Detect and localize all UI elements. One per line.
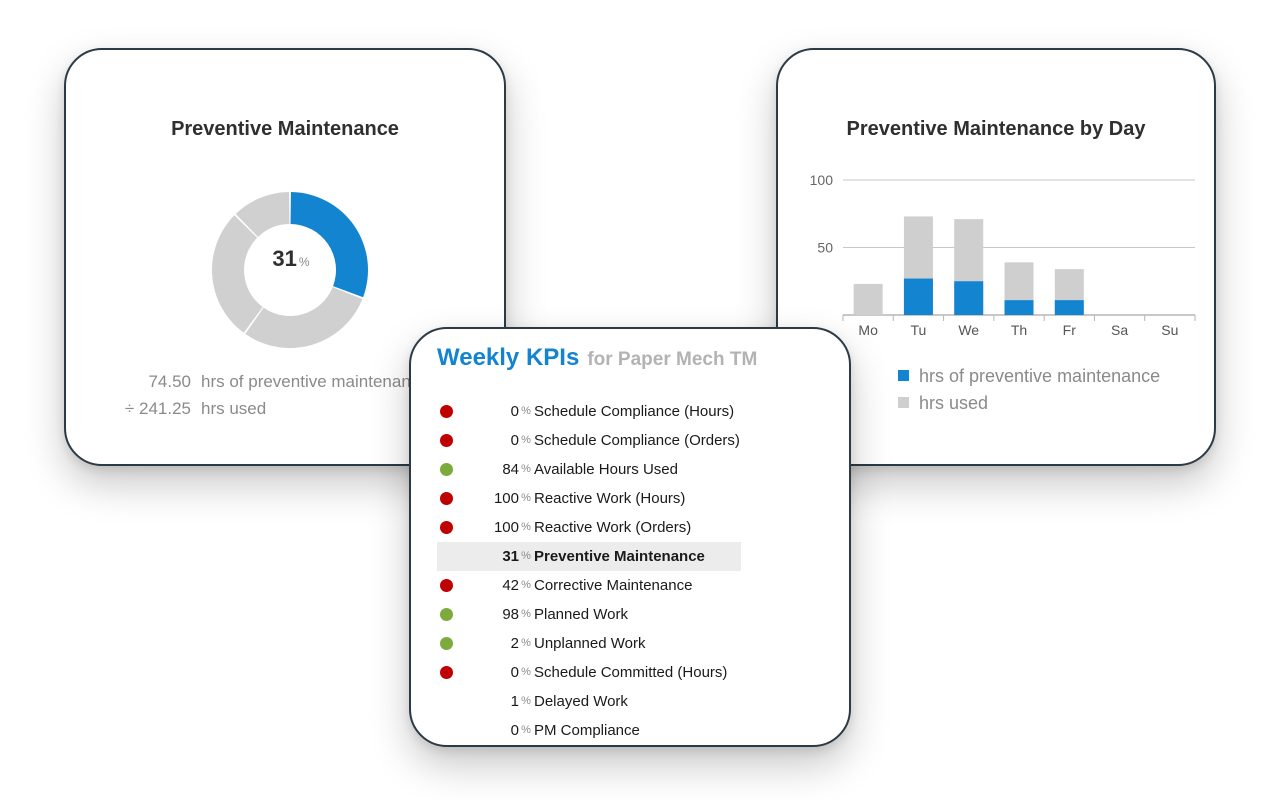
kpi-row[interactable]: 98% Planned Work [437,600,741,629]
kpi-unit: % [521,550,531,562]
kpi-value: 0 [510,722,519,739]
legend-preventive: hrs of preventive maintenance [898,366,1160,387]
x-tick-label-Mo: Mo [858,322,878,338]
legend-label-hours-used: hrs used [919,393,989,413]
weekly-kpis-card: Weekly KPIs for Paper Mech TM 0% Schedule … [409,327,851,747]
kpi-title-main: Weekly KPIs [437,344,580,371]
kpi-row[interactable]: 100% Reactive Work (Hours) [437,484,741,513]
kpi-value: 42 [502,577,519,594]
status-dot-green [440,637,453,650]
kpi-value: 98 [502,606,519,623]
status-dot-red [440,521,453,534]
status-dot-red [440,405,453,418]
kpi-row[interactable]: 0% Schedule Compliance (Hours) [437,397,741,426]
kpi-label: Schedule Compliance (Hours) [534,403,735,420]
x-tick-label-Su: Su [1161,322,1178,338]
kpi-value: 100 [493,490,519,507]
kpi-row[interactable]: 42% Corrective Maintenance [437,571,741,600]
kpi-row[interactable]: 31% Preventive Maintenance [437,542,741,571]
status-dot-red [440,492,453,505]
preventive-hours-row: 74.50 hrs of preventive maintenance [106,372,429,392]
kpi-unit: % [521,695,531,707]
kpi-unit: % [521,521,531,533]
kpi-row[interactable]: 0% Schedule Compliance (Orders) [437,426,741,455]
kpi-row[interactable]: 1% Delayed Work [437,687,741,716]
kpi-label: Delayed Work [534,693,628,710]
hours-used-row: ÷ 241.25 hrs used [106,399,266,419]
kpi-row[interactable]: 100% Reactive Work (Orders) [437,513,741,542]
kpi-value: 0 [510,432,519,449]
pm-by-day-card: Preventive Maintenance by Day 50 100 Mo Tu W… [776,48,1216,466]
kpi-label: Corrective Maintenance [534,577,693,594]
y-tick-label: 100 [810,172,834,188]
kpi-label: Reactive Work (Hours) [534,490,686,507]
y-tick-label: 50 [817,240,833,256]
donut-slice-other-1 [245,287,363,348]
legend-label-preventive: hrs of preventive maintenance [919,366,1161,386]
x-tick-label-Sa: Sa [1111,322,1128,338]
bar-preventive-Tu [903,278,933,315]
kpi-label: PM Compliance [534,722,640,739]
kpi-label: Preventive Maintenance [534,548,705,565]
kpi-unit: % [521,579,531,591]
x-tick-label-Fr: Fr [1063,322,1077,338]
preventive-hours-label: hrs of preventive maintenance [201,372,429,391]
status-dot-green [440,608,453,621]
donut-slice-preventive [290,192,368,298]
donut-slice-other-3 [235,192,290,237]
status-dot-red [440,666,453,679]
bar-preventive-Fr [1054,300,1084,315]
status-dot-red [440,434,453,447]
bar-card-title: Preventive Maintenance by Day [846,118,1146,140]
kpi-value: 0 [510,403,519,420]
kpi-unit: % [521,724,531,736]
kpi-value: 100 [493,519,519,536]
kpi-unit: % [521,405,531,417]
kpi-value: 84 [502,461,519,478]
bar-hours-used-Mo [853,283,883,315]
status-dot-red [440,579,453,592]
donut-chart [212,192,368,348]
donut-card-title: Preventive Maintenance [171,118,399,140]
kpi-unit: % [521,492,531,504]
donut-slice-other-2 [212,215,263,333]
kpi-list: 0% Schedule Compliance (Hours) 0% Schedule … [437,397,741,745]
kpi-row[interactable]: 84% Available Hours Used [437,455,741,484]
kpi-title-sub: for Paper Mech TM [587,349,758,370]
kpi-unit: % [521,637,531,649]
kpi-value: 1 [510,693,519,710]
kpi-value: 31 [502,548,519,565]
status-dot-green [440,463,453,476]
kpi-value: 0 [510,664,519,681]
legend-swatch-preventive [898,369,909,381]
kpi-unit: % [521,434,531,446]
x-tick-label-We: We [958,322,979,338]
kpi-row[interactable]: 2% Unplanned Work [437,629,741,658]
x-tick-label-Th: Th [1011,322,1027,338]
preventive-hours-value: 74.50 [148,372,191,391]
legend-hours-used: hrs used [898,393,988,414]
kpi-unit: % [521,666,531,678]
bar-preventive-Th [1004,300,1034,315]
hours-used-value: ÷ 241.25 [124,399,191,418]
kpi-row[interactable]: 0% PM Compliance [437,716,741,745]
kpi-label: Schedule Compliance (Orders) [534,432,740,449]
preventive-maintenance-card: Preventive Maintenance 31% 74.50 hrs of p… [64,48,506,466]
x-tick-label-Tu: Tu [911,322,927,338]
kpi-unit: % [521,608,531,620]
kpi-label: Planned Work [534,606,628,623]
kpi-row[interactable]: 0% Schedule Committed (Hours) [437,658,741,687]
donut-center-value: 31% [272,246,310,271]
kpi-label: Reactive Work (Orders) [534,519,692,536]
kpi-unit: % [521,463,531,475]
kpi-label: Unplanned Work [534,635,646,652]
bar-preventive-We [954,281,984,315]
kpi-title: Weekly KPIs for Paper Mech TM [437,344,757,372]
legend-swatch-hours-used [898,396,909,408]
pm-by-day-chart: 50 100 Mo Tu We Th Fr Sa Su [810,172,1196,338]
kpi-label: Schedule Committed (Hours) [534,664,728,681]
kpi-value: 2 [510,635,519,652]
kpi-label: Available Hours Used [534,461,678,478]
hours-used-label: hrs used [201,399,267,418]
